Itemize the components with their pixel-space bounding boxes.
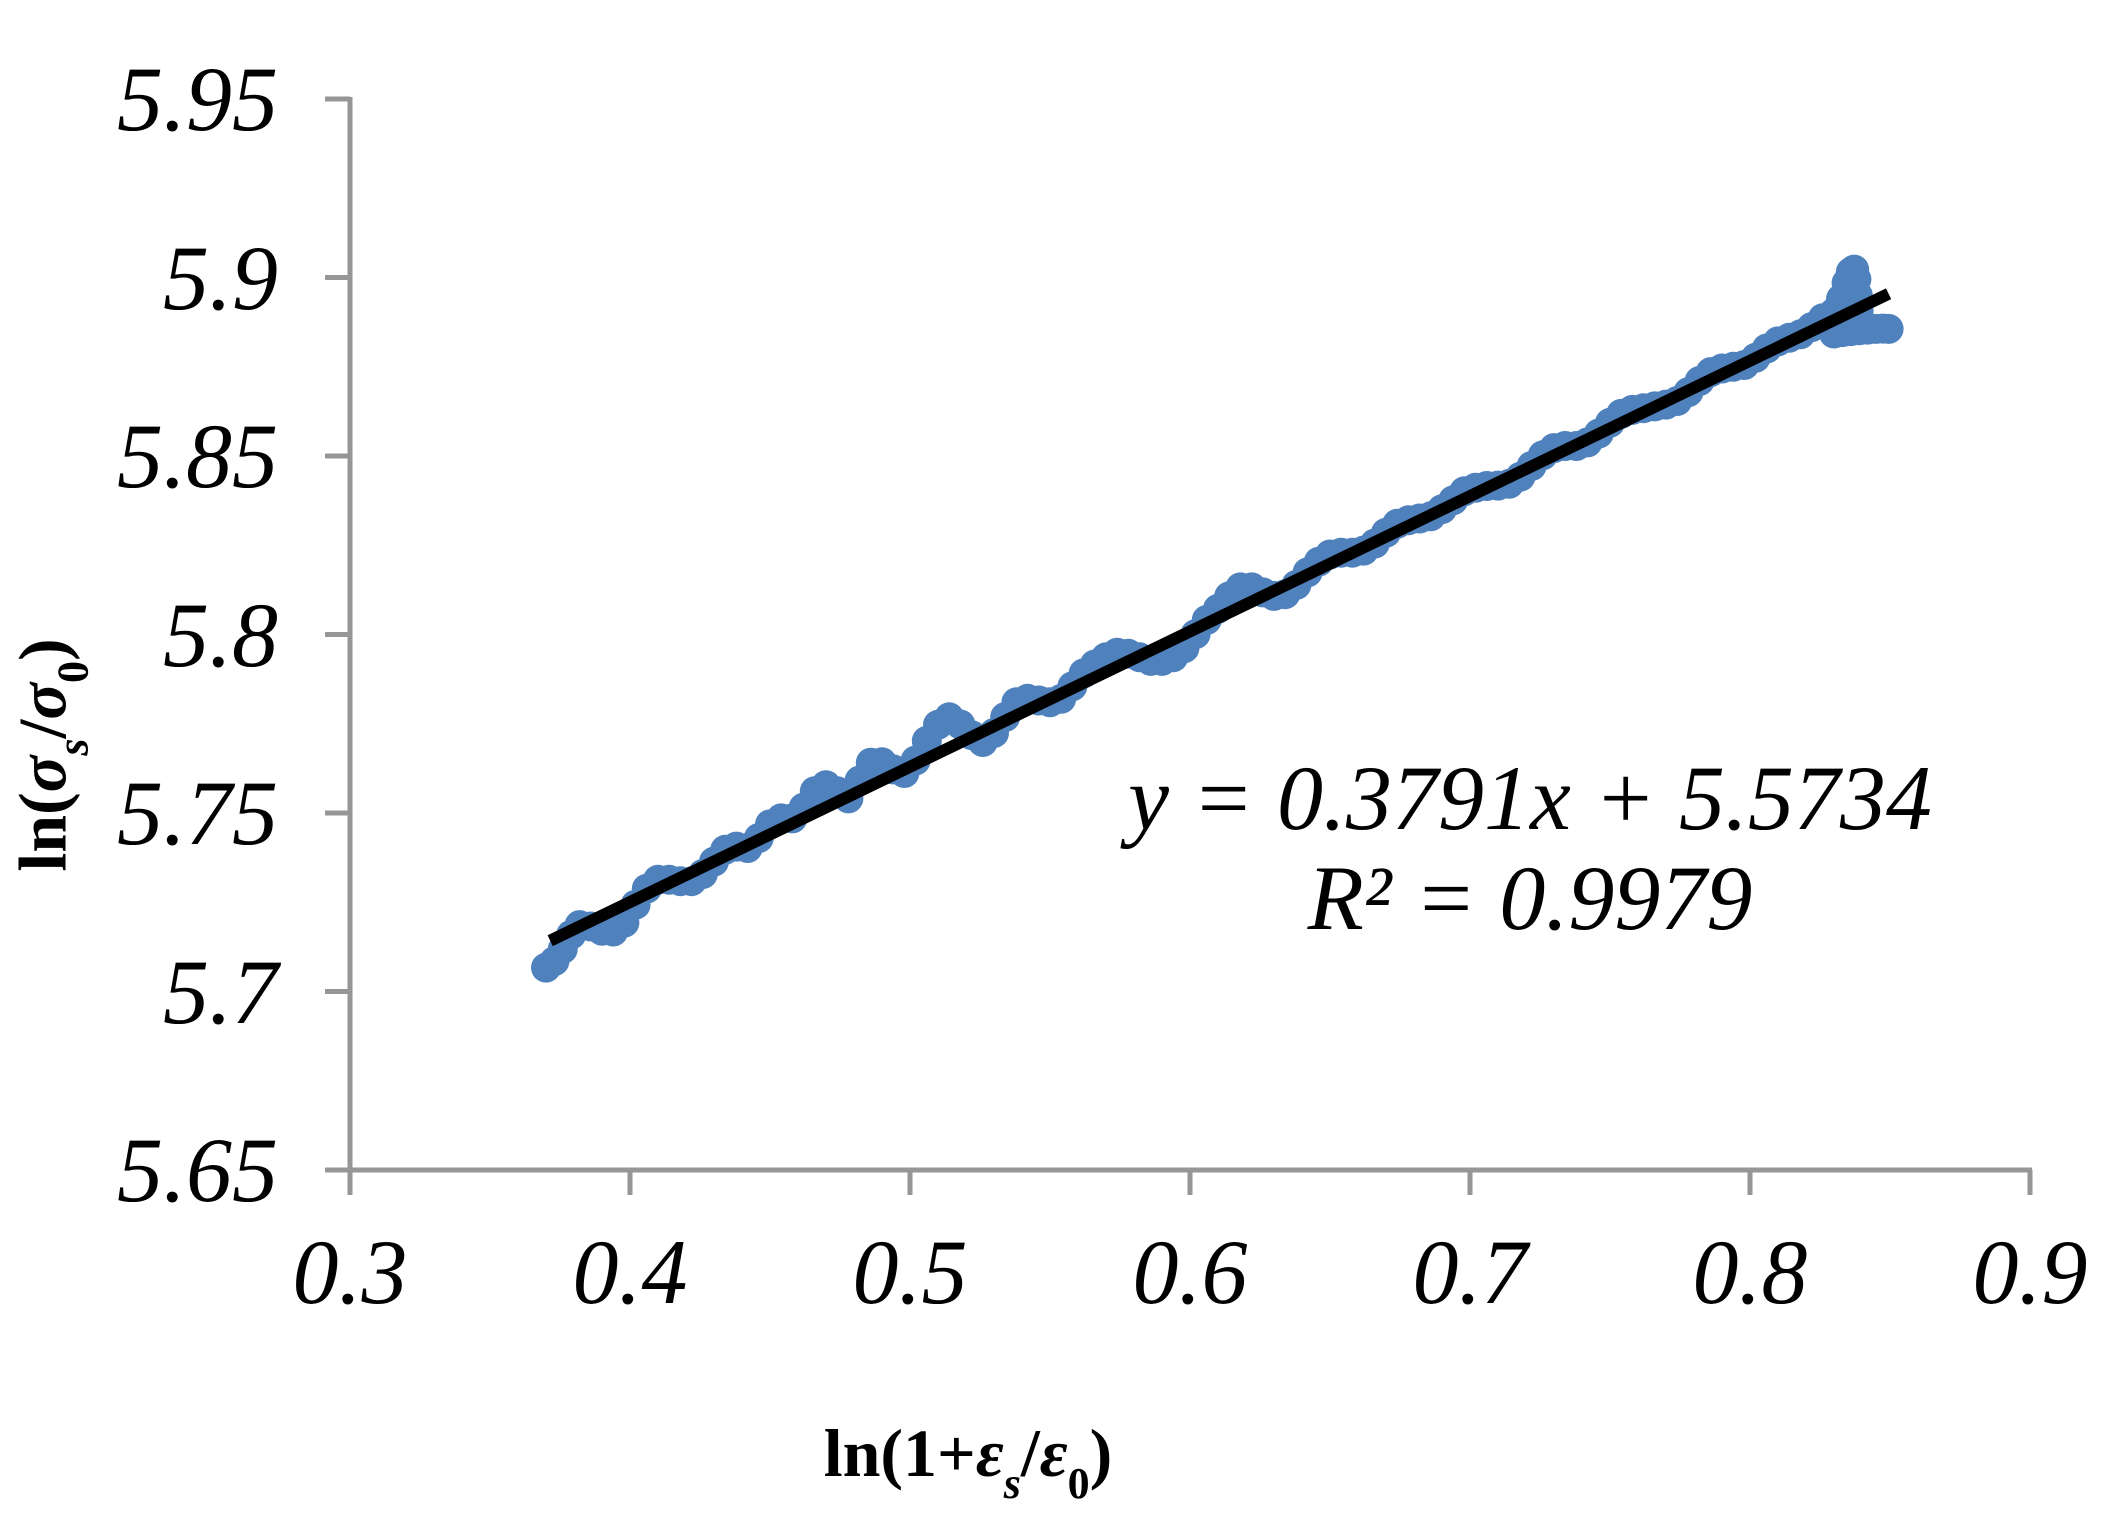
y-tick-label: 5.9: [163, 227, 278, 329]
x-tick-label: 0.4: [572, 1221, 688, 1323]
y-tick-label: 5.95: [117, 48, 278, 150]
slash: /: [4, 719, 81, 739]
x-tick-label: 0.9: [1972, 1221, 2088, 1323]
subscript-0: 0: [48, 660, 98, 683]
y-tick-label: 5.85: [117, 405, 278, 507]
r-squared-value: R² = 0.9979: [1307, 847, 1753, 949]
sigma-symbol: σ: [4, 755, 81, 793]
trendline-annotation: y = 0.3791x + 5.5734 R² = 0.9979: [1060, 748, 2000, 948]
x-tick-label: 0.8: [1692, 1221, 1808, 1323]
x-tick-label: 0.7: [1412, 1221, 1528, 1323]
y-axis-title: ln(σs/σ0): [0, 638, 129, 871]
x-tick-label: 0.6: [1132, 1221, 1248, 1323]
epsilon-symbol: ε: [975, 1415, 1004, 1491]
y-tick-label: 5.7: [163, 941, 278, 1043]
y-tick-label: 5.65: [117, 1119, 278, 1221]
subscript-s: s: [1003, 1459, 1021, 1508]
x-tick-label: 0.5: [852, 1221, 968, 1323]
data-point: [1873, 313, 1904, 344]
epsilon-symbol: ε: [1039, 1415, 1068, 1491]
subscript-0: 0: [1067, 1459, 1090, 1508]
y-title-close: ): [4, 638, 81, 661]
trendline-equation: y = 0.3791x + 5.5734: [1128, 747, 1932, 849]
x-axis-title: ln(1+εs/ε0): [468, 1398, 1468, 1522]
x-title-close: ): [1089, 1415, 1113, 1491]
slash: /: [1020, 1415, 1040, 1491]
y-tick-label: 5.75: [117, 762, 278, 864]
sigma-symbol: σ: [4, 682, 81, 720]
x-tick-label: 0.3: [292, 1221, 408, 1323]
subscript-s: s: [48, 738, 98, 756]
trendline: [547, 288, 1892, 947]
y-tick-label: 5.8: [163, 584, 278, 686]
y-title-fn: ln(: [4, 792, 81, 872]
x-title-fn: ln(1+: [823, 1415, 976, 1491]
